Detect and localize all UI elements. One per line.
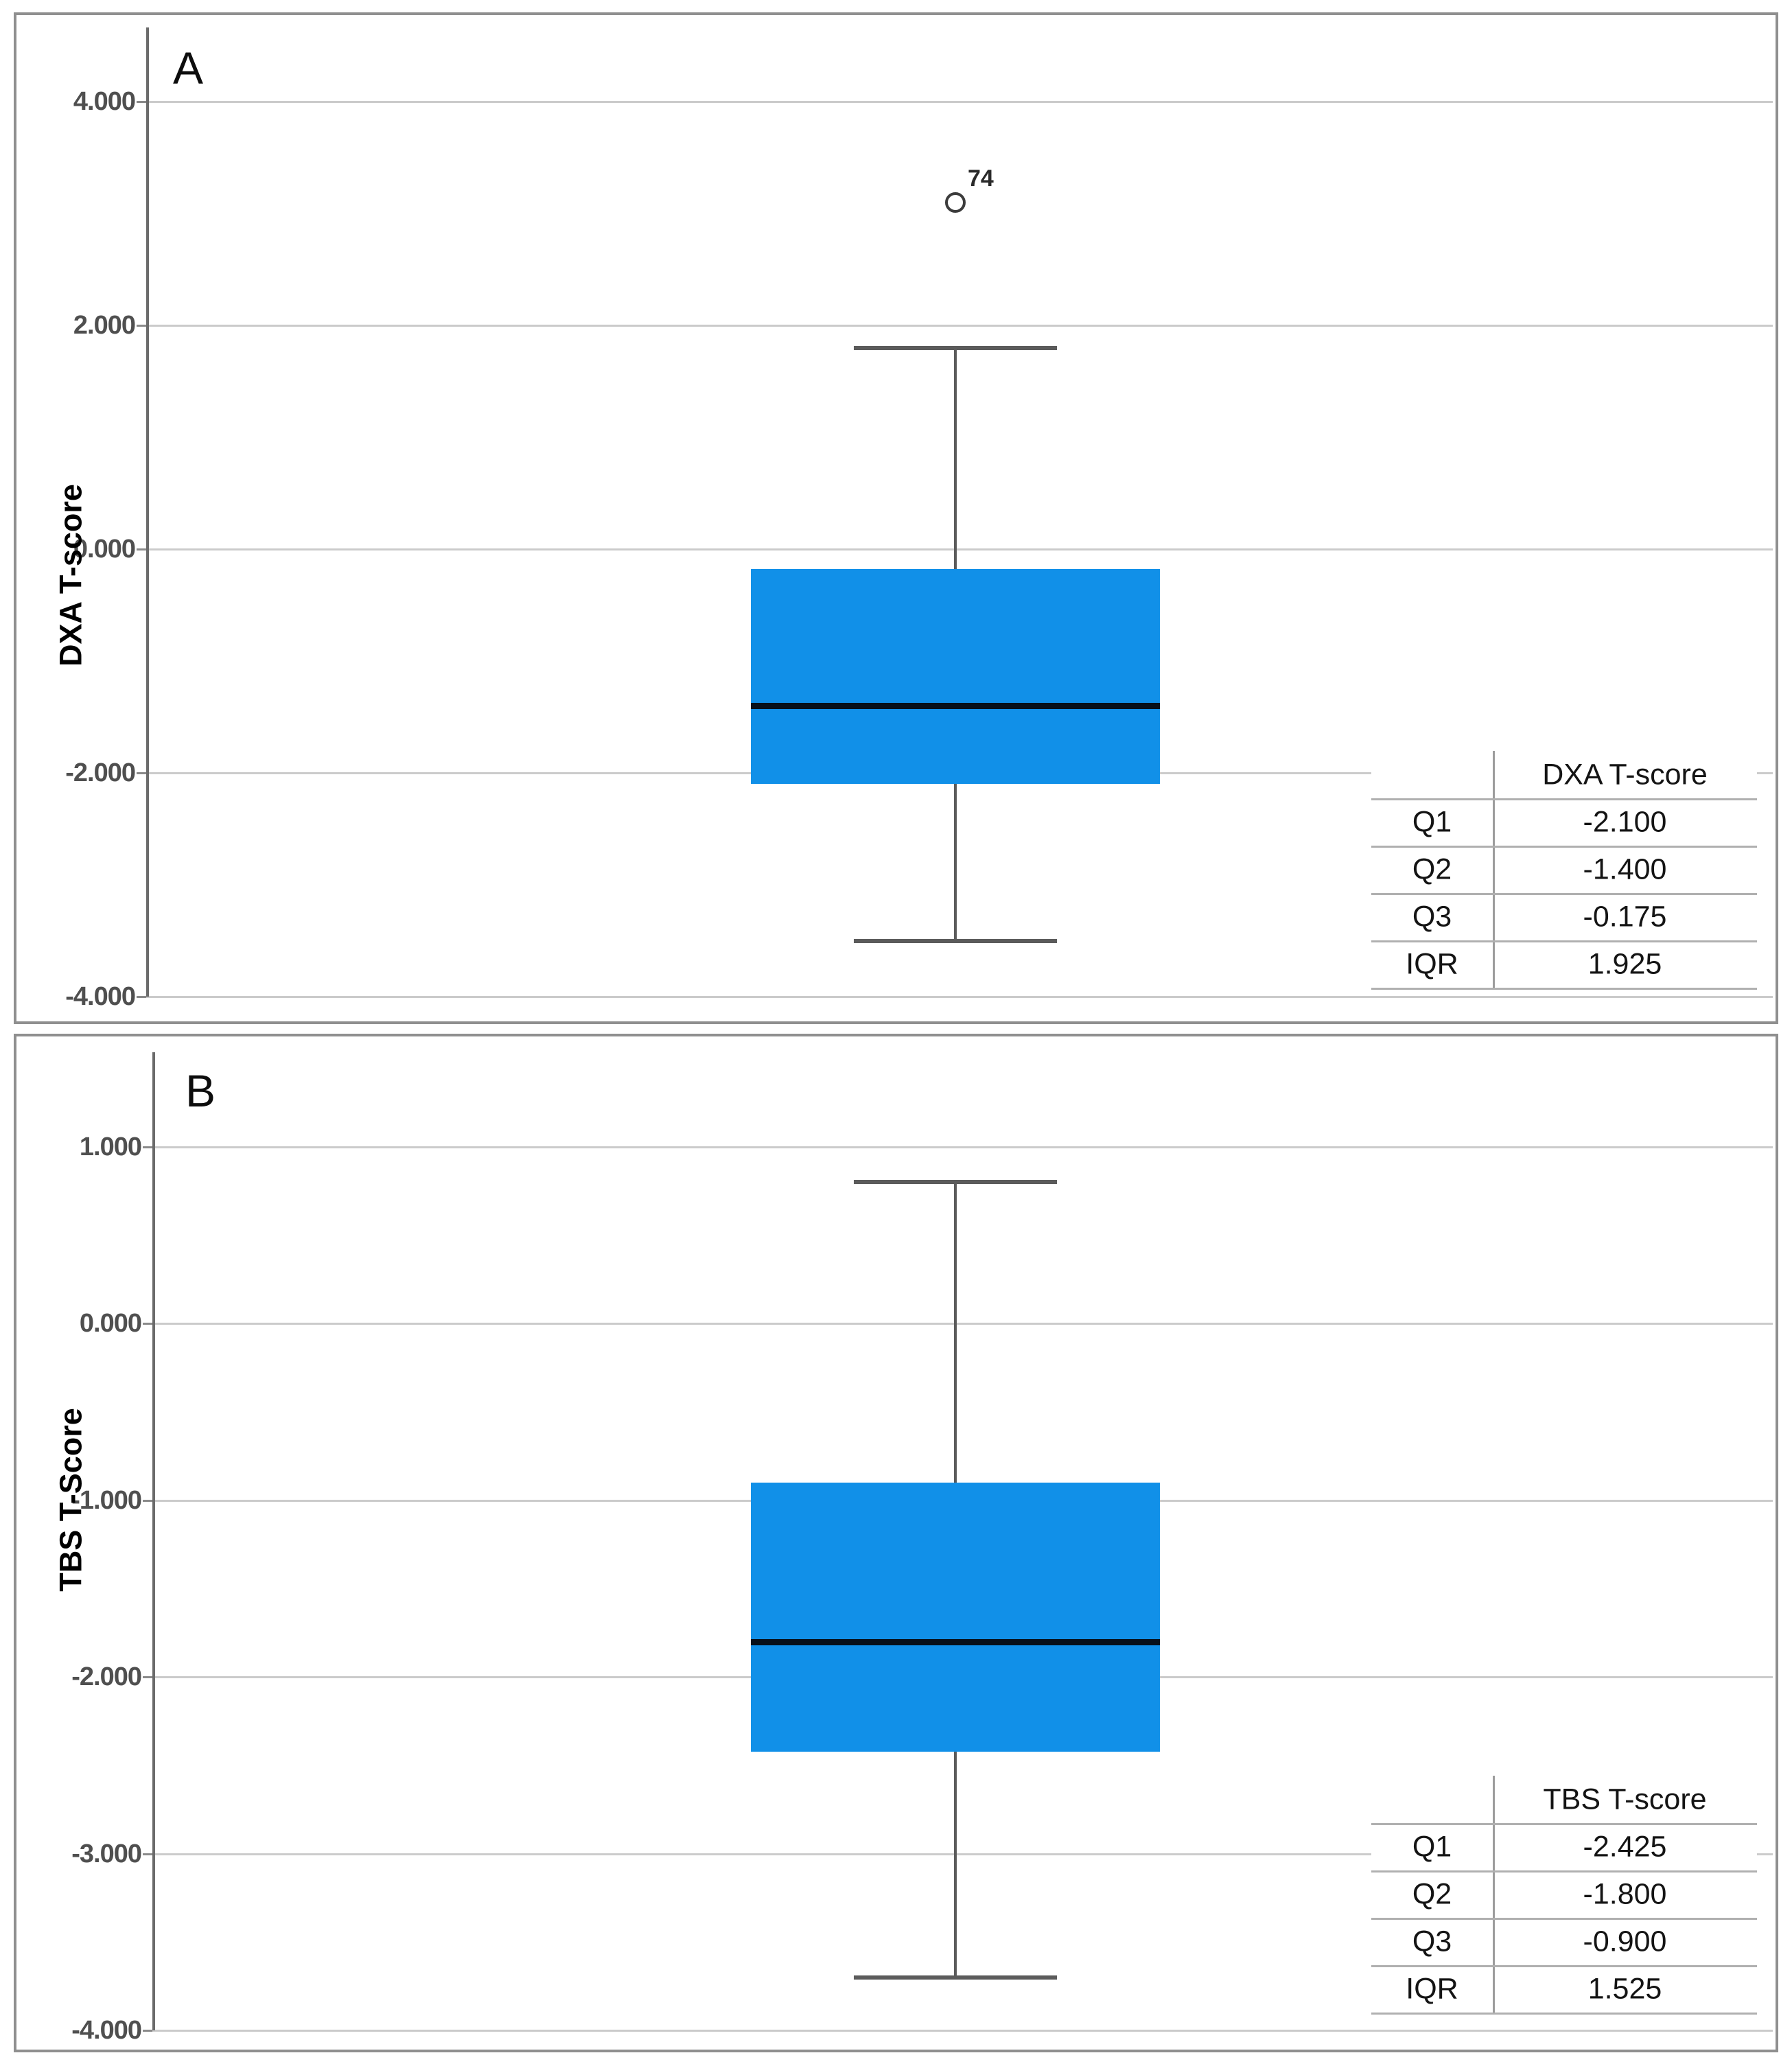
- y-axis-line: [152, 1052, 155, 2030]
- whisker-cap-lower: [854, 938, 1057, 943]
- summary-row-value: -0.900: [1583, 1925, 1667, 1958]
- tick-mark: [137, 101, 146, 103]
- summary-row-value: -0.175: [1583, 900, 1667, 933]
- summary-table: TBS T-score Q1 -2.425 Q2 -1.800 Q3 -0.900 IQR 1.…: [1371, 1776, 1757, 2018]
- summary-row-label: IQR: [1406, 947, 1458, 980]
- summary-table-header: TBS T-score: [1543, 1783, 1707, 1816]
- summary-table-line: [1371, 798, 1757, 800]
- panel-letter: B: [185, 1065, 216, 1116]
- gridline: [152, 1146, 1773, 1148]
- summary-row-label: Q2: [1412, 1877, 1452, 1910]
- y-tick-label: -2.000: [71, 1662, 142, 1691]
- summary-table-line: [1371, 846, 1757, 848]
- summary-row-value: -2.425: [1583, 1830, 1667, 1863]
- boxplot-box: [751, 568, 1160, 785]
- summary-row-label: Q3: [1412, 1925, 1452, 1958]
- summary-row-label: Q1: [1412, 1830, 1452, 1863]
- whisker-upper: [954, 347, 957, 569]
- median-line: [751, 703, 1160, 710]
- summary-table-line: [1371, 893, 1757, 895]
- summary-table-divider: [1493, 1776, 1495, 2015]
- y-tick-label: 0.000: [79, 1309, 142, 1338]
- whisker-upper: [954, 1182, 957, 1483]
- summary-row-value: 1.925: [1587, 947, 1662, 980]
- whisker-lower: [954, 784, 957, 941]
- summary-table-line: [1371, 2013, 1757, 2015]
- y-tick-label: 1.000: [79, 1132, 142, 1161]
- whisker-lower: [954, 1752, 957, 1978]
- y-tick-label: 2.000: [73, 311, 136, 340]
- summary-table: DXA T-score Q1 -2.100 Q2 -1.400 Q3 -0.175 IQR 1.…: [1371, 751, 1757, 993]
- summary-table-line: [1371, 1870, 1757, 1872]
- whisker-cap-lower: [854, 1975, 1057, 1980]
- tick-mark: [143, 1146, 152, 1148]
- tick-mark: [143, 1323, 152, 1325]
- y-tick-label: -2.000: [65, 758, 136, 787]
- summary-table-line: [1371, 1918, 1757, 1920]
- summary-row-label: Q1: [1412, 805, 1452, 838]
- whisker-cap-upper: [854, 345, 1057, 350]
- y-axis-line: [146, 27, 149, 997]
- summary-row-value: -2.100: [1583, 805, 1667, 838]
- y-axis-title: DXA T-score: [53, 484, 89, 666]
- tick-mark: [137, 548, 146, 550]
- summary-row-label: Q3: [1412, 900, 1452, 933]
- summary-row-label: IQR: [1406, 1972, 1458, 2005]
- tick-mark: [143, 1499, 152, 1502]
- summary-table-line: [1371, 1823, 1757, 1825]
- y-tick-label: -4.000: [65, 982, 136, 1011]
- tick-mark: [137, 996, 146, 998]
- y-tick-label: 0.000: [73, 535, 136, 564]
- panel-letter: A: [173, 43, 204, 93]
- outlier-label: 74: [968, 165, 994, 192]
- summary-table-divider: [1493, 751, 1495, 990]
- tick-mark: [137, 325, 146, 327]
- summary-row-value: -1.800: [1583, 1877, 1667, 1910]
- summary-table-line: [1371, 1965, 1757, 1967]
- gridline: [152, 1853, 1773, 1855]
- y-axis-title: TBS T-Score: [53, 1408, 89, 1592]
- gridline: [152, 1323, 1773, 1325]
- y-tick-label: -3.000: [71, 1839, 142, 1868]
- tick-mark: [143, 1853, 152, 1855]
- gridline: [146, 101, 1773, 103]
- gridline: [146, 325, 1773, 327]
- summary-table-header: DXA T-score: [1542, 758, 1708, 791]
- summary-table-line: [1371, 988, 1757, 990]
- y-tick-label: -1.000: [71, 1485, 142, 1515]
- boxplot-panel-b: 1.000 0.000 -1.000 -2.000 -3.000 -4.000 B TBS T…: [14, 1034, 1778, 2052]
- median-line: [751, 1638, 1160, 1645]
- boxplot-box: [751, 1482, 1160, 1752]
- tick-mark: [137, 772, 146, 774]
- boxplot-panel-a: 4.000 2.000 0.000 -2.000 -4.000 A DXA T-score 7…: [14, 12, 1778, 1024]
- summary-row-value: -1.400: [1583, 853, 1667, 885]
- tick-mark: [143, 1676, 152, 1678]
- tick-mark: [143, 2030, 152, 2032]
- y-tick-label: 4.000: [73, 87, 136, 116]
- summary-row-label: Q2: [1412, 853, 1452, 885]
- gridline: [146, 548, 1773, 550]
- summary-row-value: 1.525: [1587, 1972, 1662, 2005]
- outlier-point: [945, 192, 966, 213]
- gridline: [146, 996, 1773, 998]
- gridline: [152, 2030, 1773, 2032]
- y-tick-label: -4.000: [71, 2016, 142, 2045]
- summary-table-line: [1371, 940, 1757, 942]
- whisker-cap-upper: [854, 1180, 1057, 1184]
